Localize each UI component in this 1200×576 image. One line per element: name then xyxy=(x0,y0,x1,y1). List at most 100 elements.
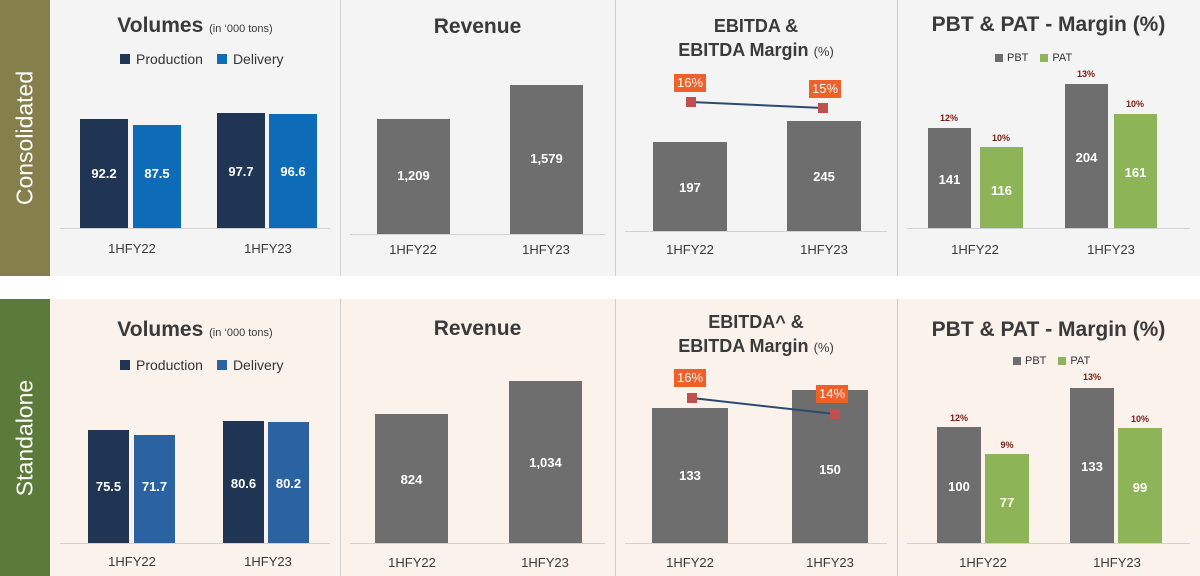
pbt-margin-1hfy23: 13% xyxy=(1082,372,1101,382)
legend-swatch-pbt xyxy=(995,54,1003,62)
volumes-title: Volumes (in ‘000 tons) xyxy=(117,318,273,341)
bar-value-delivery-1hfy22: 87.5 xyxy=(144,166,170,181)
bar-value-pat-1hfy22: 116 xyxy=(991,183,1012,198)
legend-label-pat: PAT xyxy=(1052,52,1073,64)
standalone-band-label: Standalone xyxy=(0,299,50,576)
pat-margin-1hfy23: 10% xyxy=(1130,414,1149,424)
bar-value-ebitda-1hfy22: 197 xyxy=(679,180,701,195)
bar-pbt-1hfy22 xyxy=(937,427,981,543)
x-label-1hfy23: 1HFY23 xyxy=(1093,555,1141,570)
margin-marker-1hfy22 xyxy=(686,97,696,107)
x-axis xyxy=(907,543,1190,544)
x-label-1hfy23: 1HFY23 xyxy=(806,555,854,570)
legend-swatch-pat xyxy=(1040,54,1049,62)
bar-pat-1hfy22 xyxy=(985,454,1029,543)
bar-value-pat-1hfy23: 99 xyxy=(1132,480,1148,495)
panel-divider xyxy=(340,299,341,576)
x-label-1hfy23: 1HFY23 xyxy=(800,242,848,257)
bar-value-pbt-1hfy23: 133 xyxy=(1081,459,1103,474)
panel-divider xyxy=(340,0,341,276)
x-axis xyxy=(60,543,330,544)
section-label: Standalone xyxy=(11,379,38,496)
bar-value-production-1hfy23: 80.6 xyxy=(230,476,257,491)
volumes-legend: Production Delivery xyxy=(120,51,284,67)
volumes-panel: Volumes (in ‘000 tons) Production Delive… xyxy=(50,0,340,276)
margin-badge-1hfy23: 15% xyxy=(809,80,842,98)
panel-divider xyxy=(897,299,898,576)
legend-swatch-production xyxy=(120,360,130,370)
margin-badge-1hfy23: 14% xyxy=(816,385,849,403)
margin-marker-1hfy22 xyxy=(687,393,697,403)
bar-value-pbt-1hfy22: 100 xyxy=(948,479,970,494)
panel-divider xyxy=(897,0,898,276)
bar-value-ebitda-1hfy23: 150 xyxy=(819,462,841,477)
bar-value-delivery-1hfy22: 71.7 xyxy=(141,479,168,494)
bar-pbt-1hfy23 xyxy=(1065,84,1108,228)
legend-swatch-delivery xyxy=(216,360,227,370)
x-label-1hfy22: 1HFY22 xyxy=(951,242,999,257)
legend-label-delivery: Delivery xyxy=(232,357,284,373)
margin-badge-1hfy22: 16% xyxy=(674,74,707,92)
ebitda-margin-line xyxy=(687,393,840,419)
consolidated-band-label: Consolidated xyxy=(0,0,50,276)
revenue-panel: Revenue 1,209 1,579 1HFY22 1HFY23 xyxy=(340,0,615,276)
bar-production-1hfy22 xyxy=(88,430,129,543)
bar-value-pat-1hfy23: 161 xyxy=(1124,165,1147,180)
x-label-1hfy22: 1HFY22 xyxy=(389,242,437,257)
x-axis xyxy=(625,231,887,232)
legend-label-pbt: PBT xyxy=(1007,52,1029,64)
x-axis xyxy=(907,228,1190,229)
bar-pbt-1hfy22 xyxy=(928,128,971,228)
legend-swatch-production xyxy=(120,54,130,64)
pbt-pat-panel: PBT & PAT - Margin (%) PBT PAT 12% 141 1… xyxy=(897,0,1200,276)
panel-divider xyxy=(615,299,616,576)
bar-value-revenue-1hfy22: 824 xyxy=(400,472,423,487)
panel-divider xyxy=(615,0,616,276)
section-label: Consolidated xyxy=(11,70,38,206)
bar-value-pbt-1hfy23: 204 xyxy=(1075,150,1098,165)
x-label-1hfy23: 1HFY23 xyxy=(244,554,292,569)
bar-ebitda-1hfy23 xyxy=(787,121,861,231)
x-label-1hfy23: 1HFY23 xyxy=(1087,242,1135,257)
bar-revenue-1hfy22 xyxy=(377,119,450,234)
legend-swatch-delivery xyxy=(216,54,227,64)
x-label-1hfy22: 1HFY22 xyxy=(959,555,1007,570)
volumes-panel: Volumes (in ‘000 tons) Production Delive… xyxy=(50,299,340,576)
bar-revenue-1hfy22 xyxy=(375,414,448,543)
bar-ebitda-1hfy22 xyxy=(652,408,728,543)
bar-pat-1hfy23 xyxy=(1114,114,1157,228)
ebitda-panel: EBITDA & EBITDA Margin (%) 197 245 16% 1… xyxy=(615,0,897,276)
ebitda-title: EBITDA^ & EBITDA Margin (%) xyxy=(678,312,834,356)
bar-value-revenue-1hfy22: 1,209 xyxy=(397,168,430,183)
legend-label-pbt: PBT xyxy=(1025,355,1047,367)
volumes-legend: Production Delivery xyxy=(120,357,284,373)
legend-label-production: Production xyxy=(136,51,203,67)
bar-value-pbt-1hfy22: 141 xyxy=(938,172,961,187)
margin-badge-1hfy22: 16% xyxy=(674,369,707,387)
x-label-1hfy23: 1HFY23 xyxy=(521,555,569,570)
x-label-1hfy22: 1HFY22 xyxy=(108,554,156,569)
bar-revenue-1hfy23 xyxy=(509,381,582,543)
bar-ebitda-1hfy22 xyxy=(653,142,727,231)
pbt-pat-panel: PBT & PAT - Margin (%) PBT PAT 12% 100 9… xyxy=(897,299,1200,576)
bar-value-ebitda-1hfy23: 245 xyxy=(813,169,835,184)
legend-swatch-pbt xyxy=(1013,357,1021,365)
bar-production-1hfy23 xyxy=(217,113,265,228)
x-label-1hfy23: 1HFY23 xyxy=(244,241,292,256)
pat-margin-1hfy23: 10% xyxy=(1125,99,1144,109)
bar-value-production-1hfy22: 75.5 xyxy=(95,479,122,494)
x-label-1hfy22: 1HFY22 xyxy=(388,555,436,570)
bar-delivery-1hfy23 xyxy=(269,114,317,228)
x-axis xyxy=(60,228,330,229)
x-label-1hfy22: 1HFY22 xyxy=(666,242,714,257)
bar-delivery-1hfy22 xyxy=(133,125,181,228)
bar-production-1hfy22 xyxy=(80,119,128,228)
legend-label-production: Production xyxy=(136,357,203,373)
ebitda-panel: EBITDA^ & EBITDA Margin (%) 133 150 16% … xyxy=(615,299,897,576)
bar-value-ebitda-1hfy22: 133 xyxy=(679,468,701,483)
bar-revenue-1hfy23 xyxy=(510,85,583,234)
consolidated-section: Consolidated Volumes (in ‘000 tons) Prod… xyxy=(0,0,1200,276)
legend-label-delivery: Delivery xyxy=(232,51,284,67)
x-label-1hfy23: 1HFY23 xyxy=(522,242,570,257)
pat-margin-1hfy22: 9% xyxy=(1000,440,1014,450)
